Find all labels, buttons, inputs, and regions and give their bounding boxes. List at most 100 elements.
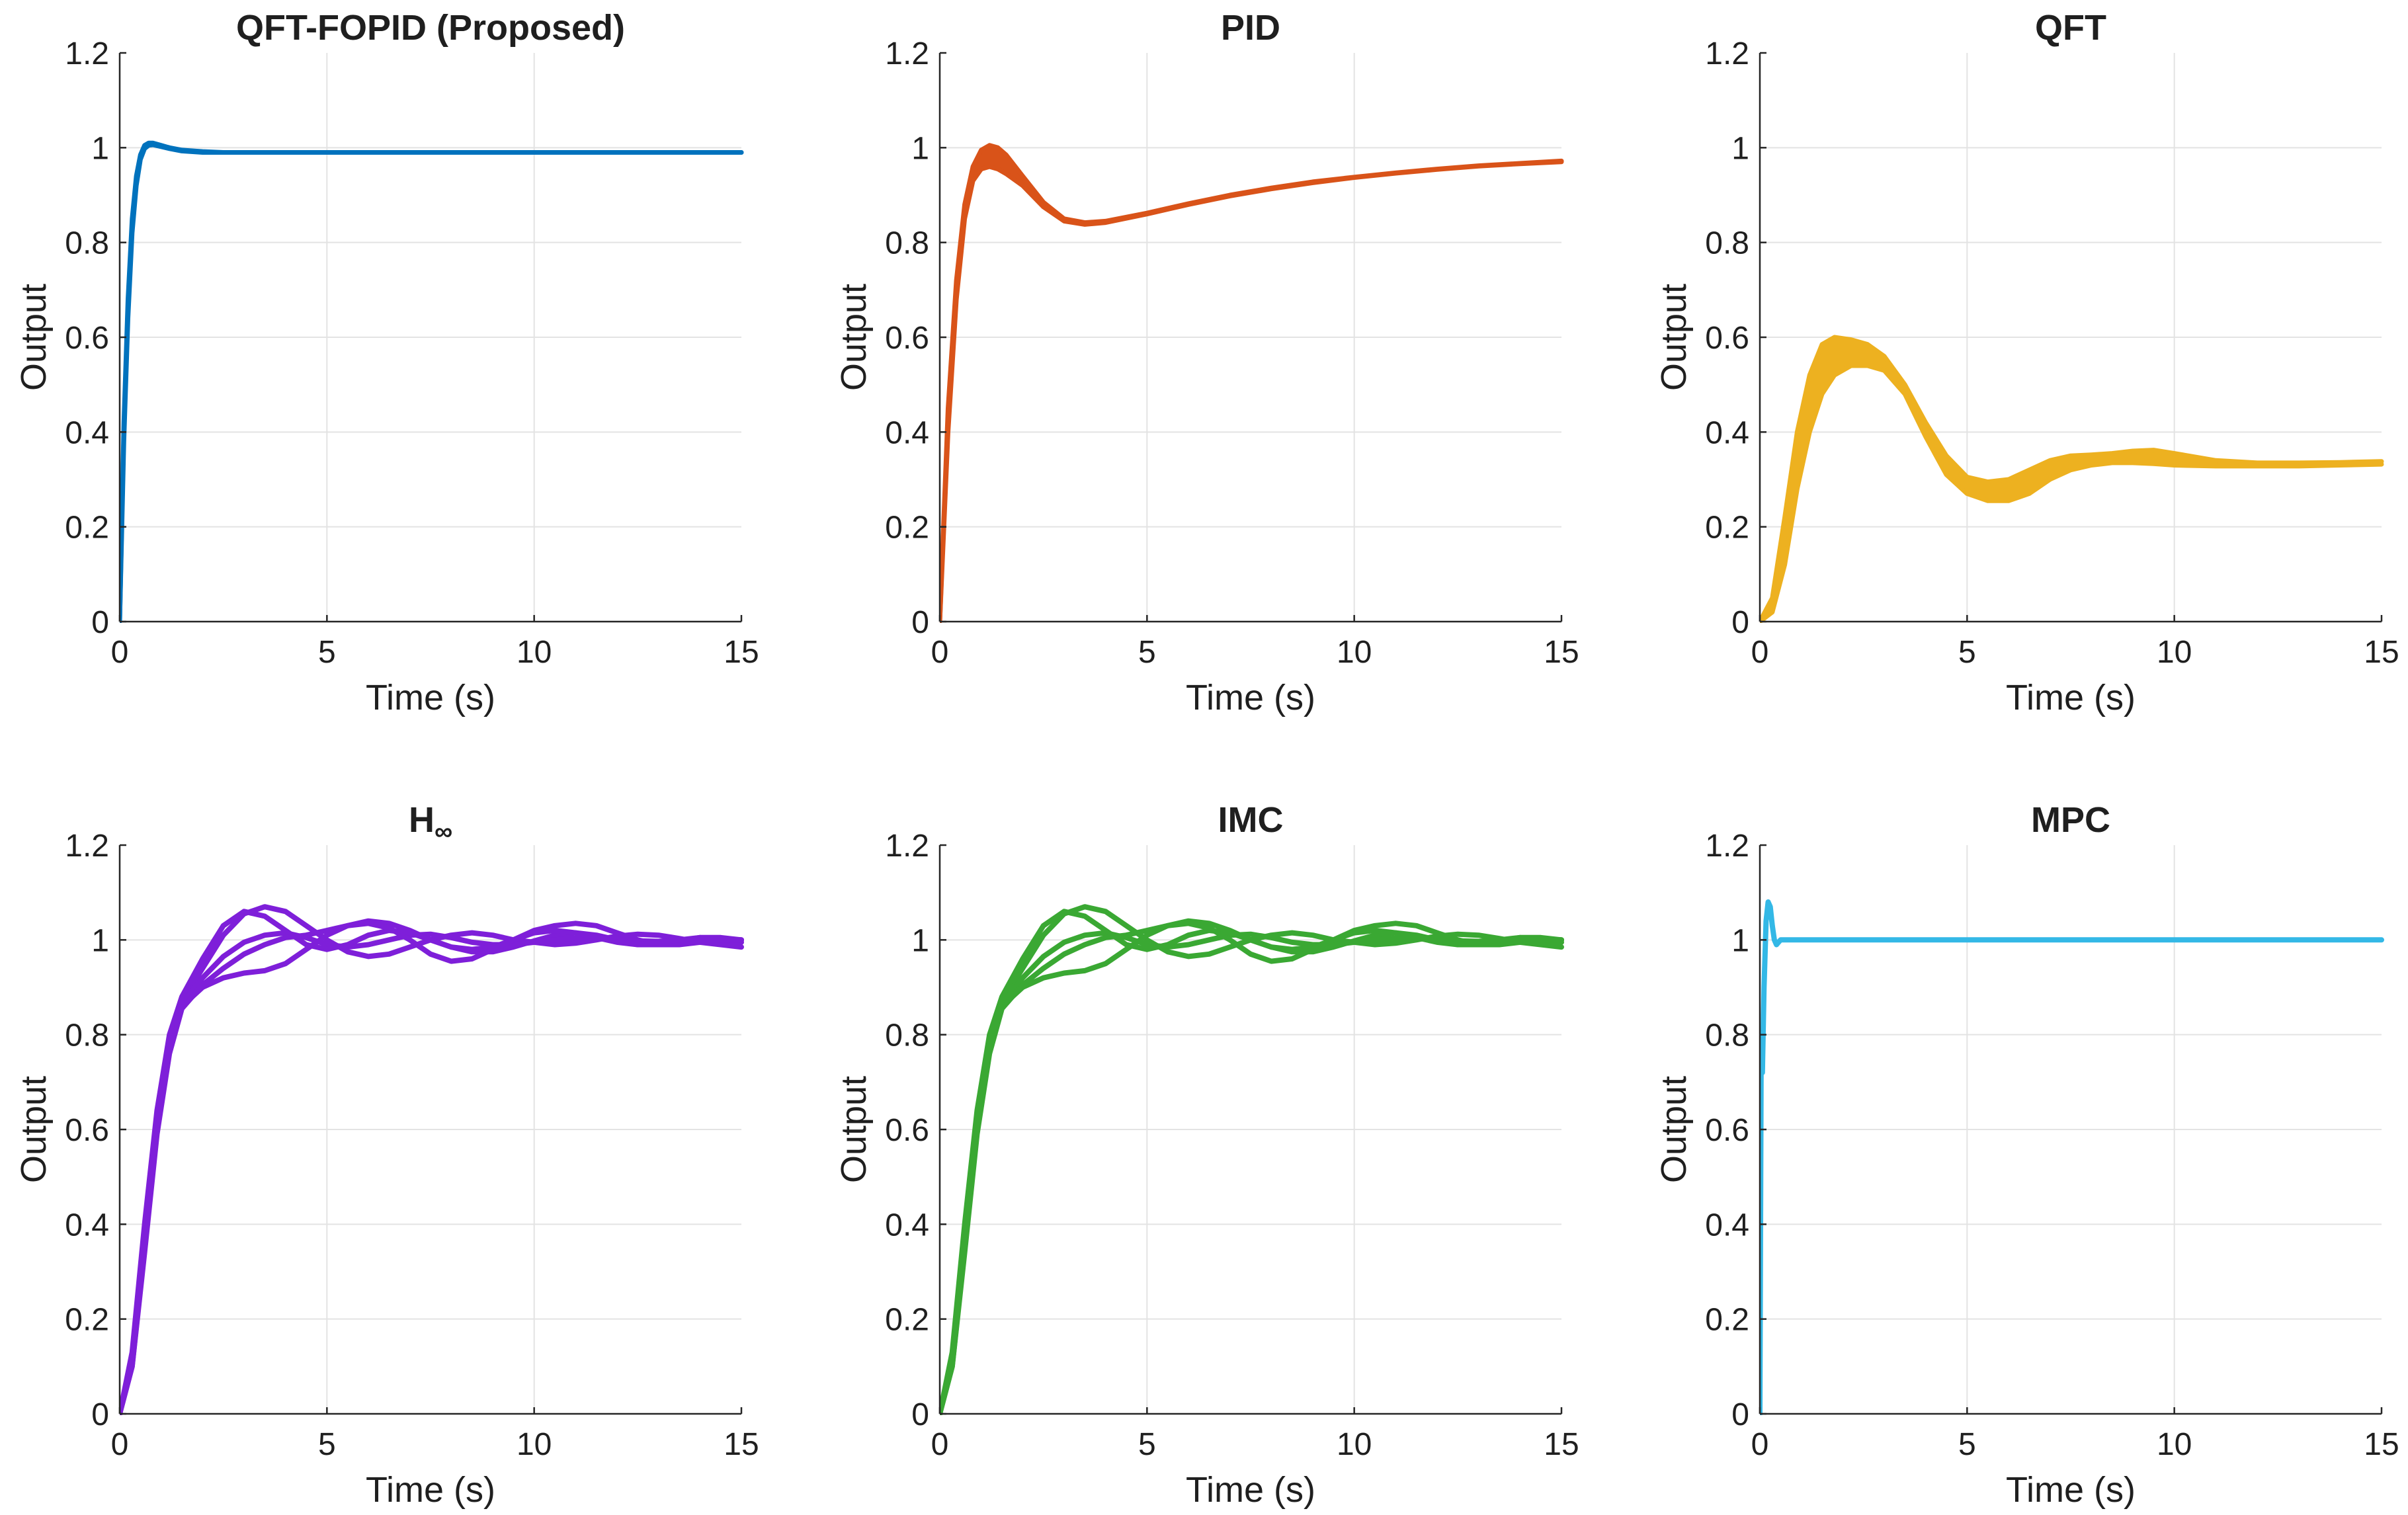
y-tick-label: 1 — [1731, 923, 1749, 958]
chart-title-subscript: ∞ — [435, 818, 452, 846]
y-tick-label: 1 — [911, 923, 929, 958]
y-tick-label: 1 — [1731, 131, 1749, 166]
y-axis-label: Output — [14, 1076, 54, 1183]
x-tick-label: 10 — [1337, 635, 1372, 670]
y-tick-label: 0 — [91, 605, 109, 640]
y-tick-label: 0 — [1731, 605, 1749, 640]
response-line — [1760, 899, 2384, 1415]
x-tick-label: 10 — [1337, 1427, 1372, 1462]
response-line — [940, 159, 1564, 623]
x-tick-label: 5 — [1958, 1427, 1976, 1462]
x-tick-label: 15 — [724, 1427, 759, 1462]
chart-panel-6: 0 5 10 15 0 0.2 0.4 0.6 0.8 1 1.2 Time (s) Output MPC — [1654, 800, 2399, 1510]
y-tick-label: 0 — [911, 1397, 929, 1432]
y-tick-label: 0.8 — [885, 1018, 929, 1053]
response-line — [940, 921, 1564, 1415]
x-tick-label: 5 — [1958, 635, 1976, 670]
y-tick-label: 1 — [911, 131, 929, 166]
x-tick-label: 5 — [318, 635, 336, 670]
x-tick-label: 5 — [1138, 635, 1156, 670]
series-group — [1760, 335, 2384, 623]
y-tick-label: 0.2 — [885, 1303, 929, 1338]
chart-title: MPC — [2031, 800, 2110, 840]
series-group — [120, 904, 744, 1415]
x-tick-label: 0 — [111, 635, 129, 670]
y-tick-label: 0.2 — [1705, 511, 1749, 546]
y-tick-label: 0.6 — [65, 1113, 109, 1148]
y-tick-label: 1.2 — [1705, 36, 1749, 71]
response-line — [120, 909, 744, 1415]
y-tick-label: 1.2 — [885, 36, 929, 71]
x-axis-label: Time (s) — [1186, 678, 1315, 717]
x-tick-label: 0 — [111, 1427, 129, 1462]
y-tick-label: 0.4 — [885, 415, 929, 450]
series-group — [120, 140, 744, 623]
chart-title: PID — [1221, 8, 1280, 48]
y-tick-label: 1.2 — [885, 829, 929, 864]
y-tick-label: 0.2 — [885, 511, 929, 546]
x-axis-label: Time (s) — [366, 678, 495, 717]
y-tick-label: 0.4 — [885, 1208, 929, 1243]
chart-title-main: MPC — [2031, 800, 2110, 840]
chart-panel-3: 0 5 10 15 0 0.2 0.4 0.6 0.8 1 1.2 Time (s) Output QFT — [1654, 8, 2399, 717]
y-axis-label: Output — [14, 284, 54, 391]
y-tick-label: 0.6 — [885, 321, 929, 356]
series-group — [940, 904, 1564, 1415]
y-tick-label: 0.6 — [885, 1113, 929, 1148]
x-tick-label: 15 — [1544, 635, 1579, 670]
chart-title-main: H — [409, 800, 435, 840]
x-tick-label: 0 — [931, 1427, 949, 1462]
response-line — [120, 921, 744, 1415]
x-axis-label: Time (s) — [1186, 1470, 1315, 1510]
chart-title: H∞ — [409, 800, 452, 846]
y-tick-label: 0.4 — [65, 1208, 109, 1243]
y-axis-label: Output — [834, 1076, 874, 1183]
y-tick-label: 0.2 — [65, 1303, 109, 1338]
response-line — [940, 909, 1564, 1415]
chart-panel-2: 0 5 10 15 0 0.2 0.4 0.6 0.8 1 1.2 Time (s) Output PID — [834, 8, 1579, 717]
y-tick-label: 0 — [911, 605, 929, 640]
y-tick-label: 0 — [1731, 1397, 1749, 1432]
x-axis-label: Time (s) — [366, 1470, 495, 1510]
y-tick-label: 0.2 — [1705, 1303, 1749, 1338]
chart-title-main: PID — [1221, 8, 1280, 48]
y-tick-label: 1.2 — [1705, 829, 1749, 864]
y-tick-label: 0.6 — [1705, 1113, 1749, 1148]
y-tick-label: 0.8 — [885, 226, 929, 261]
y-tick-label: 1.2 — [65, 36, 109, 71]
x-tick-label: 15 — [2364, 1427, 2399, 1462]
x-tick-label: 15 — [1544, 1427, 1579, 1462]
y-tick-label: 0.8 — [1705, 226, 1749, 261]
y-tick-label: 0.8 — [65, 226, 109, 261]
y-tick-label: 1 — [91, 131, 109, 166]
y-tick-label: 0.4 — [1705, 415, 1749, 450]
chart-panel-5: 0 5 10 15 0 0.2 0.4 0.6 0.8 1 1.2 Time (s) Output IMC — [834, 800, 1579, 1510]
x-tick-label: 10 — [517, 1427, 552, 1462]
response-line — [1760, 363, 2384, 623]
x-tick-label: 15 — [2364, 635, 2399, 670]
y-tick-label: 0.6 — [65, 321, 109, 356]
x-tick-label: 5 — [1138, 1427, 1156, 1462]
x-axis-label: Time (s) — [2006, 1470, 2136, 1510]
chart-title: QFT — [2035, 8, 2106, 48]
x-tick-label: 10 — [2157, 635, 2192, 670]
y-axis-label: Output — [1654, 1076, 1694, 1183]
y-tick-label: 0.4 — [1705, 1208, 1749, 1243]
chart-panel-4: 0 5 10 15 0 0.2 0.4 0.6 0.8 1 1.2 Time (s) Output H∞ — [14, 800, 759, 1510]
x-tick-label: 0 — [1751, 1427, 1769, 1462]
chart-title-main: QFT-FOPID (Proposed) — [236, 8, 625, 48]
y-tick-label: 1 — [91, 923, 109, 958]
chart-title: IMC — [1218, 800, 1284, 840]
y-tick-label: 0 — [91, 1397, 109, 1432]
y-tick-label: 0.4 — [65, 415, 109, 450]
chart-panel-1: 0 5 10 15 0 0.2 0.4 0.6 0.8 1 1.2 Time (s) Output QFT… — [14, 8, 759, 717]
y-tick-label: 0.8 — [1705, 1018, 1749, 1053]
x-tick-label: 15 — [724, 635, 759, 670]
y-tick-label: 0.6 — [1705, 321, 1749, 356]
y-tick-label: 0.2 — [65, 511, 109, 546]
chart-title-main: IMC — [1218, 800, 1284, 840]
x-tick-label: 0 — [1751, 635, 1769, 670]
x-tick-label: 10 — [2157, 1427, 2192, 1462]
response-line — [1760, 335, 2384, 623]
